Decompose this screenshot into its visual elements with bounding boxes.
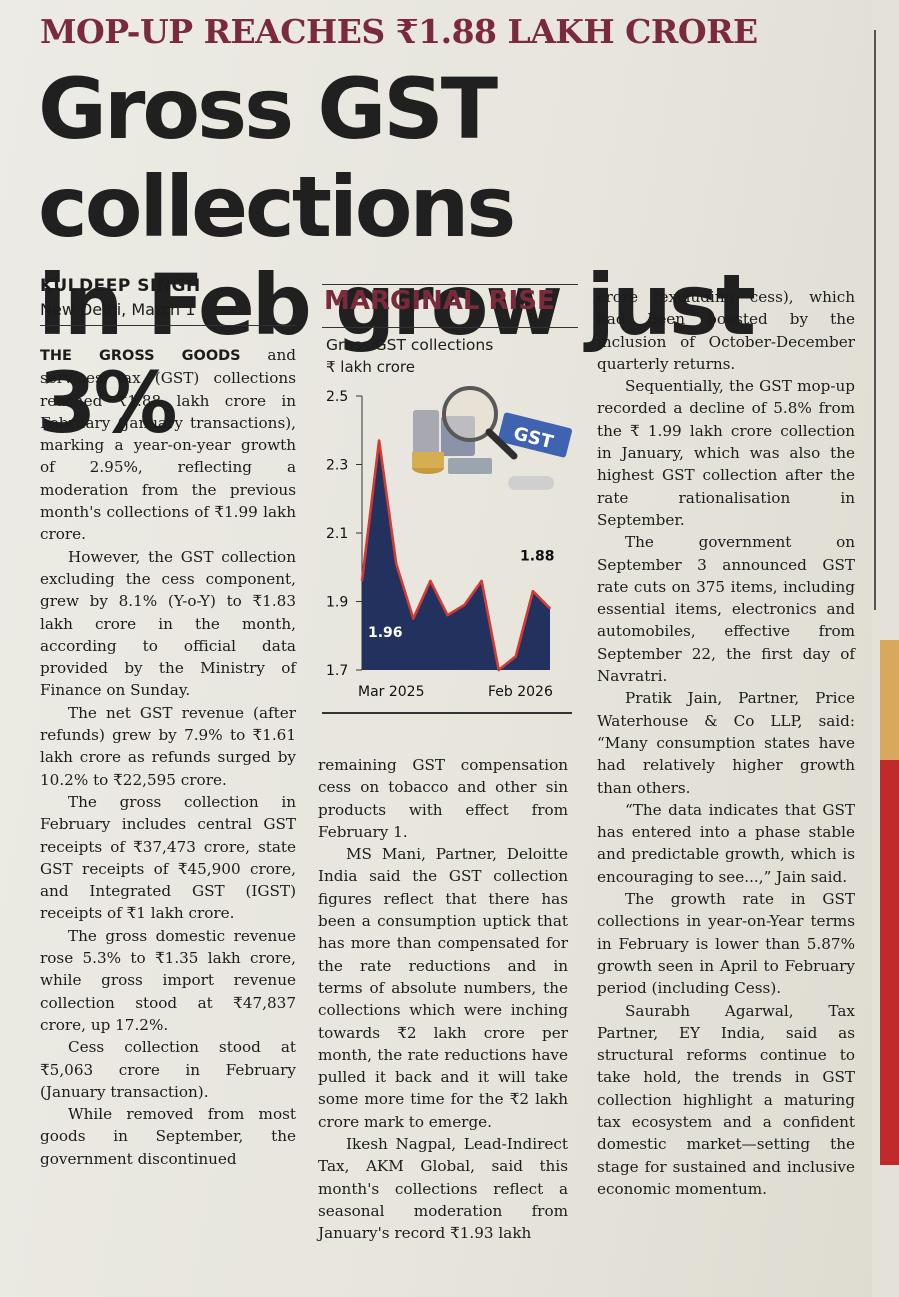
data-point-jul-2025 [429, 580, 432, 582]
paragraph: The gross domestic revenue rose 5.3% to … [40, 926, 296, 1034]
gst-sign [498, 412, 572, 458]
y-tick-label: 2.5 [326, 389, 348, 405]
paragraph: crore (excluding cess), which had been b… [597, 288, 855, 373]
box-title: MARGINAL RISE [324, 286, 555, 316]
data-point-aug-2025 [446, 614, 449, 616]
paragraph: The gross collection in February include… [40, 792, 296, 923]
box-title-rule [322, 327, 578, 328]
dateline: New Delhi, March 1 [40, 300, 196, 319]
article-column-3: crore (excluding cess), which had been b… [597, 286, 855, 1200]
paragraph: However, the GST collection excluding th… [40, 547, 296, 700]
data-point-jan-2026 [532, 590, 534, 593]
coin-roll [508, 476, 554, 490]
notes-bundle [448, 458, 492, 474]
paragraph: Ikesh Nagpal, Lead-Indirect Tax, AKM Glo… [318, 1135, 568, 1243]
data-point-feb-2026 [549, 607, 551, 610]
paragraph: Cess collection stood at ₹5,063 crore in… [40, 1038, 296, 1101]
data-label-first: 1.96 [368, 625, 403, 641]
paragraph: While removed from most goods in Septemb… [40, 1105, 296, 1168]
area-fill [362, 440, 550, 670]
data-point-may-2025 [395, 563, 397, 565]
data-point-mar-2025 [361, 580, 363, 582]
byline: KULDEEP SINGH New Delhi, March 1 [40, 276, 201, 319]
x-tick-label-end: Feb 2026 [488, 684, 553, 700]
paragraph: The growth rate in GST collections in ye… [597, 890, 855, 998]
author: KULDEEP SINGH [40, 276, 201, 296]
kicker: MOP-UP REACHES ₹1.88 LAKH CRORE [40, 12, 758, 51]
data-label-last: 1.88 [520, 548, 555, 564]
series-line [360, 439, 551, 672]
data-point-dec-2025 [515, 655, 517, 658]
gst-graphic-icon: GST [412, 386, 572, 490]
headline: Gross GST collections in Feb grow just 3… [38, 60, 858, 452]
data-points [361, 439, 551, 671]
y-tick-label: 2.1 [326, 526, 348, 542]
paragraph-text: and services tax (GST) collections reach… [40, 346, 296, 544]
paragraph: The net GST revenue (after refunds) grew… [40, 703, 296, 789]
box-top-rule [322, 284, 578, 285]
headline-line-1: Gross GST collections [38, 60, 516, 256]
coin-stack [412, 452, 444, 468]
data-point-nov-2025 [497, 669, 500, 671]
gst-area-chart: GST 2.5 2.3 2.1 1.9 1.7 1.96 1.88 Mar 2025 F… [326, 386, 572, 700]
paragraph: THE GROSS GOODS and services tax (GST) c… [40, 344, 296, 546]
data-point-jun-2025 [412, 617, 415, 620]
paragraph: Sequentially, the GST mop-up recorded a … [597, 377, 855, 529]
y-tick-label: 1.7 [326, 663, 348, 679]
data-point-oct-2025 [480, 580, 483, 582]
paragraph: remaining GST compensation cess on tobac… [318, 756, 568, 841]
magnifier-icon [442, 386, 498, 442]
adjacent-advert-edge [880, 645, 899, 1165]
headline-line-2: in Feb grow just 3% [38, 256, 756, 452]
paragraph: “The data indicates that GST has entered… [597, 800, 855, 886]
y-tick-label: 2.3 [326, 458, 348, 474]
y-tick-label: 1.9 [326, 595, 348, 611]
data-point-apr-2025 [378, 439, 380, 442]
chart-title: Gross GST collections [326, 336, 494, 354]
chart-unit: ₹ lakh crore [326, 358, 415, 376]
paragraph: MS Mani, Partner, Deloitte India said th… [318, 845, 568, 1131]
y-axis: 2.5 2.3 2.1 1.9 1.7 [326, 389, 363, 679]
box-bottom-rule [322, 712, 572, 714]
article-column-1: THE GROSS GOODS and services tax (GST) c… [40, 344, 296, 1170]
lead-in: THE GROSS GOODS [40, 348, 241, 364]
gst-graphic-block [413, 410, 439, 454]
paragraph: The government on September 3 announced … [597, 533, 855, 686]
article-column-2: remaining GST compensation cess on tobac… [318, 754, 568, 1245]
paragraph: Saurabh Agarwal, Tax Partner, EY India, … [597, 1001, 855, 1198]
byline-rule [40, 325, 296, 326]
adjacent-advert-band [880, 640, 899, 760]
magnifier-handle [485, 428, 518, 460]
column-divider [874, 30, 876, 610]
x-tick-label-start: Mar 2025 [358, 684, 425, 700]
data-point-sep-2025 [463, 604, 466, 606]
paragraph: Pratik Jain, Partner, Price Waterhouse &… [597, 689, 855, 797]
